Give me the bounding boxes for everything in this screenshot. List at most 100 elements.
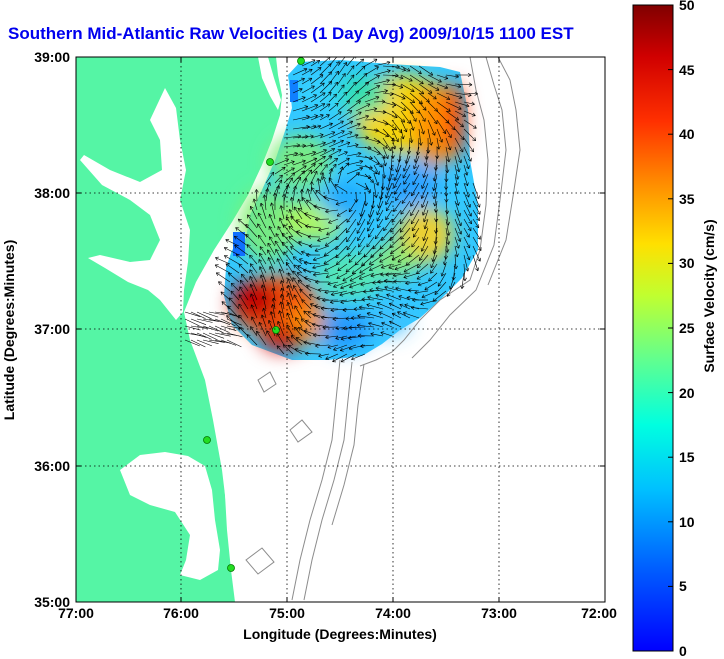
velocity-arrow <box>463 110 476 116</box>
velocity-arrowhead <box>281 287 285 291</box>
velocity-arrowhead <box>403 168 407 172</box>
velocity-arrowhead <box>382 186 385 190</box>
velocity-arrowhead <box>224 255 227 259</box>
velocity-arrowhead <box>357 223 361 226</box>
velocity-arrowhead <box>381 99 386 102</box>
velocity-arrow <box>423 164 429 178</box>
velocity-arrow <box>323 254 339 265</box>
velocity-arrow <box>463 119 477 129</box>
velocity-arrow <box>445 155 448 173</box>
velocity-arrowhead <box>234 236 236 240</box>
velocity-arrow <box>306 285 321 292</box>
velocity-arrow <box>287 302 294 319</box>
velocity-arrow <box>317 236 330 242</box>
velocity-arrowhead <box>430 271 434 274</box>
velocity-arrow <box>373 90 388 94</box>
velocity-arrow <box>391 101 407 111</box>
velocity-arrowhead <box>360 282 364 286</box>
velocity-arrowhead <box>283 167 286 171</box>
velocity-arrowhead <box>401 242 403 246</box>
velocity-arrowhead <box>227 305 229 310</box>
velocity-arrowhead <box>294 327 296 331</box>
velocity-arrowhead <box>379 258 382 263</box>
velocity-arrowhead <box>309 143 314 146</box>
velocity-arrow <box>325 335 339 338</box>
velocity-arrowhead <box>383 229 387 231</box>
velocity-arrow <box>373 155 383 168</box>
velocity-arrow <box>281 242 294 256</box>
x-tick-label: 74:00 <box>375 605 411 621</box>
velocity-arrow <box>228 272 240 283</box>
velocity-arrowhead <box>293 256 297 258</box>
velocity-arrow <box>292 165 307 175</box>
velocity-arrowhead <box>354 199 357 203</box>
velocity-arrow <box>324 245 339 257</box>
velocity-arrowhead <box>292 167 295 172</box>
velocity-arrow <box>280 301 285 319</box>
velocity-arrow <box>436 119 447 134</box>
velocity-arrowhead <box>377 75 380 79</box>
velocity-arrowhead <box>358 245 362 248</box>
radar-stations <box>203 57 305 572</box>
velocity-arrow <box>346 153 362 157</box>
velocity-arrowhead <box>474 124 477 129</box>
velocity-arrowhead <box>457 175 460 180</box>
velocity-arrow <box>295 337 312 346</box>
velocity-arrowhead <box>339 111 342 116</box>
velocity-arrow <box>373 182 377 198</box>
velocity-arrowhead <box>241 273 245 276</box>
velocity-arrow <box>435 155 438 171</box>
velocity-arrow <box>411 236 420 248</box>
velocity-arrow <box>445 92 463 99</box>
velocity-arrowhead <box>334 81 338 84</box>
velocity-arrowhead <box>320 306 325 309</box>
velocity-arrow <box>257 223 267 238</box>
velocity-arrow <box>454 92 472 96</box>
velocity-arrow <box>325 236 339 247</box>
velocity-arrow <box>369 254 384 265</box>
velocity-arrowhead <box>339 292 343 296</box>
x-axis-label: Longitude (Degrees:Minutes) <box>243 626 437 642</box>
velocity-arrowhead <box>394 114 398 118</box>
velocity-arrow <box>418 128 422 146</box>
velocity-arrowhead <box>394 145 397 150</box>
velocity-arrowhead <box>296 272 299 276</box>
velocity-arrow <box>328 120 344 130</box>
velocity-arrowhead <box>304 276 308 278</box>
velocity-arrowhead <box>374 108 378 112</box>
velocity-arrow <box>337 120 353 130</box>
velocity-arrow <box>238 294 249 310</box>
velocity-arrowhead <box>431 133 436 136</box>
velocity-arrow <box>463 200 472 217</box>
velocity-arrowhead <box>359 278 363 280</box>
velocity-arrowhead <box>438 284 442 287</box>
velocity-arrowhead <box>313 259 317 262</box>
velocity-arrowhead <box>303 262 308 266</box>
velocity-arrow <box>202 318 219 322</box>
velocity-arrowhead <box>368 213 370 218</box>
velocity-arrowhead <box>301 318 305 320</box>
velocity-arrow <box>382 146 389 159</box>
velocity-arrow <box>403 263 420 273</box>
velocity-arrow <box>445 218 450 236</box>
velocity-arrowhead <box>274 240 279 243</box>
velocity-arrowhead <box>461 230 463 235</box>
velocity-arrowhead <box>417 266 421 269</box>
velocity-arrow <box>454 137 464 153</box>
velocity-arrowhead <box>312 333 317 336</box>
velocity-arrowhead <box>322 327 327 330</box>
velocity-arrowhead <box>283 344 285 349</box>
velocity-arrowhead <box>276 345 281 348</box>
velocity-arrowhead <box>290 160 295 162</box>
velocity-arrow <box>241 273 249 283</box>
velocity-arrow <box>301 318 312 328</box>
velocity-arrow <box>363 245 375 258</box>
velocity-arrowhead <box>366 312 370 317</box>
velocity-arrow <box>319 81 333 94</box>
velocity-arrowhead <box>376 194 378 198</box>
velocity-arrowhead <box>327 92 332 94</box>
velocity-arrow <box>355 65 366 76</box>
velocity-arrowhead <box>294 347 299 350</box>
velocity-arrow <box>433 164 438 182</box>
velocity-arrowhead <box>351 356 354 360</box>
